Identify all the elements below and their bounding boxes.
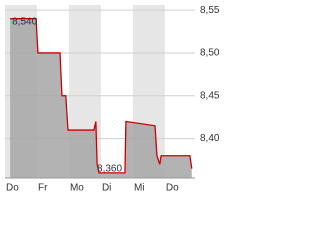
y-tick-label: 8,50 [200,48,220,59]
chart: 8,40 8,45 8,50 8,55 Do Fr Mo Di Mi Do 8,540 8,360 [5,5,220,194]
annotation: 8,360 [97,164,122,175]
annotation: 8,540 [12,16,37,27]
x-tick-label: Do [6,183,19,194]
area [10,18,192,178]
x-tick-label: Fr [38,183,48,194]
x-tick-label: Mi [134,183,145,194]
y-tick-label: 8,45 [200,90,220,101]
price-line [10,18,193,174]
y-tick-label: 8,40 [200,133,220,144]
x-tick-label: Do [166,183,179,194]
x-tick-label: Mo [70,183,84,194]
x-tick-label: Di [102,183,111,194]
y-tick-label: 8,55 [200,5,220,16]
